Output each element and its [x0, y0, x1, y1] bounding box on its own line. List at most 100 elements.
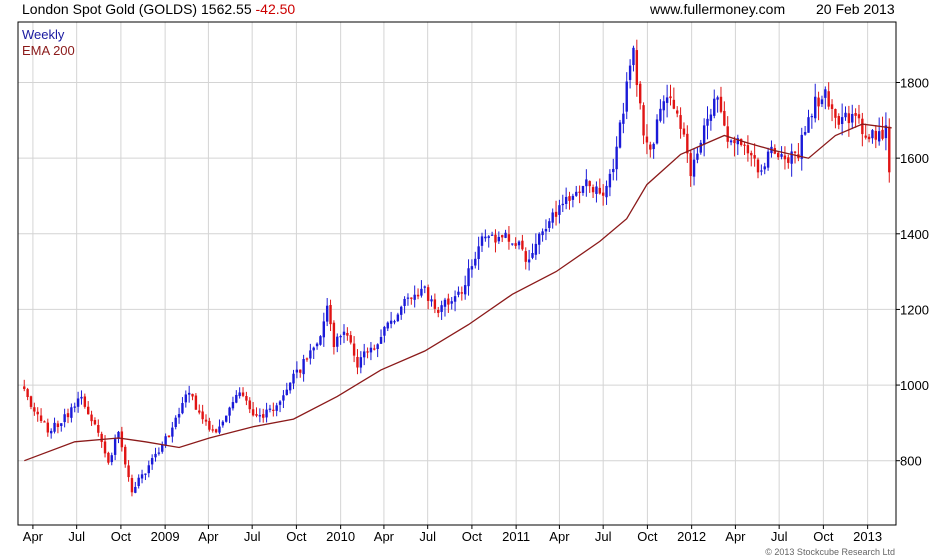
candle-body — [561, 203, 564, 206]
candle-body — [504, 232, 507, 238]
candle-body — [803, 132, 807, 135]
candle-body — [487, 236, 490, 238]
y-tick-label: 1600 — [900, 151, 929, 166]
weekly-candle — [665, 84, 669, 118]
candle-body — [275, 405, 278, 411]
candle-body — [497, 236, 501, 242]
candle-body — [36, 411, 39, 415]
x-tick-label: Apr — [725, 529, 746, 544]
candle-body — [847, 113, 851, 124]
candle-body — [208, 420, 211, 430]
candle-body — [376, 344, 379, 350]
candle-body — [60, 423, 63, 426]
candle-body — [756, 159, 760, 173]
candle-body — [366, 351, 369, 353]
weekly-candle — [817, 91, 820, 121]
weekly-candle — [558, 199, 561, 224]
candle-body — [564, 196, 568, 205]
candle-body — [29, 396, 33, 407]
weekly-candle — [416, 288, 420, 300]
weekly-candle — [443, 297, 447, 317]
candle-body — [665, 97, 669, 103]
weekly-candle — [130, 474, 134, 497]
candle-body — [534, 243, 538, 255]
weekly-candle — [154, 447, 157, 462]
weekly-candle — [198, 404, 201, 415]
candle-body — [426, 287, 430, 301]
weekly-candle — [194, 393, 198, 410]
weekly-candle — [575, 185, 578, 197]
candle-body — [164, 436, 167, 446]
weekly-candle — [608, 169, 612, 197]
candle-body — [389, 320, 393, 324]
weekly-candle — [322, 312, 326, 347]
candle-body — [776, 152, 780, 158]
candle-body — [706, 118, 709, 126]
candle-body — [329, 304, 332, 325]
weekly-candle — [474, 251, 477, 269]
weekly-candle — [73, 402, 76, 413]
weekly-candle — [591, 184, 595, 198]
candle-body — [807, 117, 810, 133]
weekly-candle — [282, 390, 285, 409]
weekly-candle — [315, 342, 319, 350]
weekly-candle — [605, 180, 608, 205]
candle-body — [120, 431, 124, 448]
candle-body — [248, 400, 251, 410]
weekly-candle — [750, 150, 753, 167]
weekly-candle — [702, 118, 706, 157]
weekly-candle — [716, 95, 719, 113]
candle-body — [612, 168, 615, 173]
weekly-candle — [527, 249, 531, 271]
x-tick-label: Oct — [637, 529, 658, 544]
candle-body — [723, 110, 726, 126]
weekly-candle — [117, 430, 120, 444]
weekly-candle — [487, 235, 490, 248]
weekly-candle — [396, 312, 400, 323]
weekly-candle — [706, 106, 709, 140]
candle-body — [90, 414, 93, 422]
weekly-candle — [177, 407, 181, 424]
x-tick-label: 2012 — [677, 529, 706, 544]
weekly-candle — [598, 178, 602, 195]
candle-body — [238, 392, 241, 397]
candle-body — [383, 326, 386, 336]
weekly-candle — [612, 158, 615, 181]
candle-body — [137, 477, 140, 487]
candle-body — [787, 157, 790, 163]
weekly-candle — [325, 298, 329, 327]
candle-body — [423, 286, 426, 288]
weekly-candle — [309, 343, 312, 365]
candle-body — [309, 350, 312, 359]
weekly-candle — [258, 408, 262, 423]
candle-body — [736, 138, 740, 145]
x-tick-label: Apr — [374, 529, 395, 544]
candle-body — [541, 231, 544, 236]
weekly-candle — [248, 397, 251, 414]
weekly-candle — [272, 402, 275, 417]
candle-body — [713, 98, 716, 116]
candle-body — [107, 452, 110, 463]
weekly-candle — [655, 114, 659, 145]
weekly-candle — [235, 390, 238, 404]
weekly-candle — [406, 293, 410, 306]
candle-body — [73, 406, 76, 408]
weekly-candle — [184, 390, 188, 408]
weekly-candle — [739, 138, 743, 147]
candle-body — [669, 96, 672, 99]
weekly-candle — [369, 342, 373, 361]
weekly-candle — [632, 45, 635, 72]
candle-body — [874, 130, 878, 140]
candle-body — [521, 240, 524, 250]
weekly-candle — [90, 410, 93, 426]
x-tick-label: 2010 — [326, 529, 355, 544]
weekly-candle — [181, 397, 184, 415]
candle-body — [558, 205, 561, 215]
candle-body — [686, 133, 689, 154]
weekly-candle — [302, 354, 305, 382]
candle-body — [187, 392, 191, 395]
candle-body — [315, 343, 319, 347]
weekly-candle — [521, 234, 524, 251]
weekly-candle — [389, 311, 393, 329]
weekly-candle — [595, 181, 598, 203]
